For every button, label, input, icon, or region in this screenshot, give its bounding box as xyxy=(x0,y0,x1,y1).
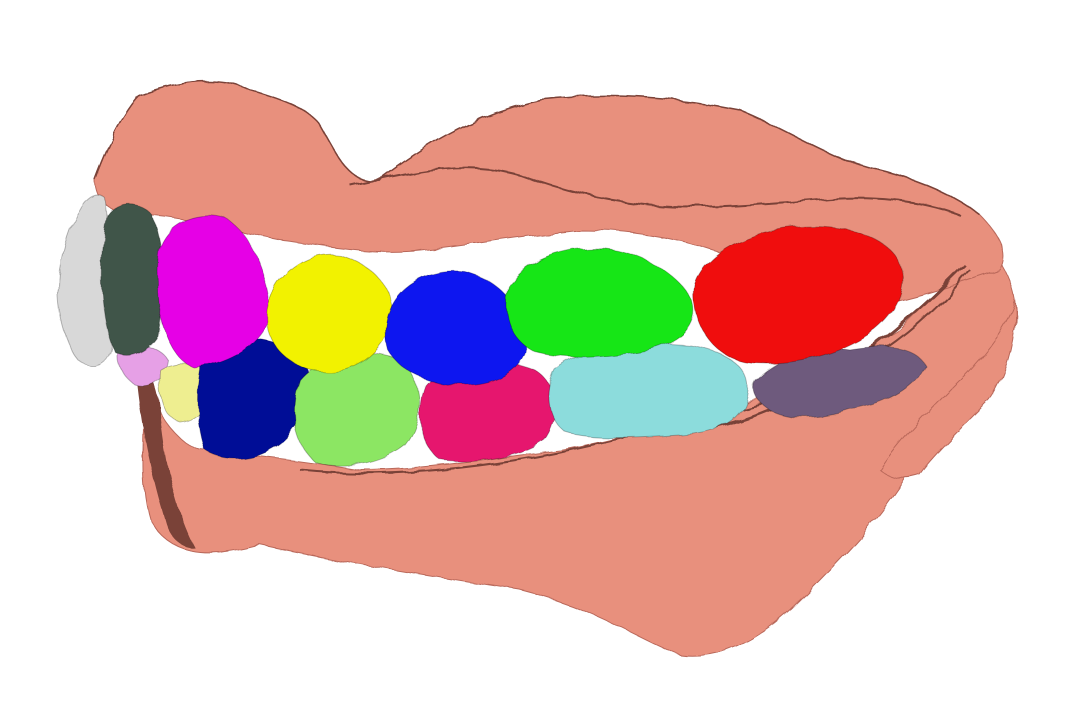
jaw-outline xyxy=(94,80,981,216)
tooth-upper-premolar-yellow[interactable] xyxy=(266,253,393,373)
tooth-upper-incisor-darkgreen[interactable] xyxy=(101,203,164,356)
front-gum-fold xyxy=(135,360,195,549)
tooth-upper-canine-magenta[interactable] xyxy=(157,214,271,369)
upper-vestibule-edge xyxy=(349,166,961,216)
tooth-upper-molar-red[interactable] xyxy=(693,225,904,364)
upper-teeth xyxy=(57,194,904,386)
tooth-upper-incisor-white[interactable] xyxy=(57,194,113,367)
tooth-upper-molar-green[interactable] xyxy=(506,247,695,358)
tooth-upper-premolar-blue[interactable] xyxy=(385,270,529,386)
posterior-gum-flap xyxy=(879,299,1017,479)
lower-teeth xyxy=(116,337,926,467)
